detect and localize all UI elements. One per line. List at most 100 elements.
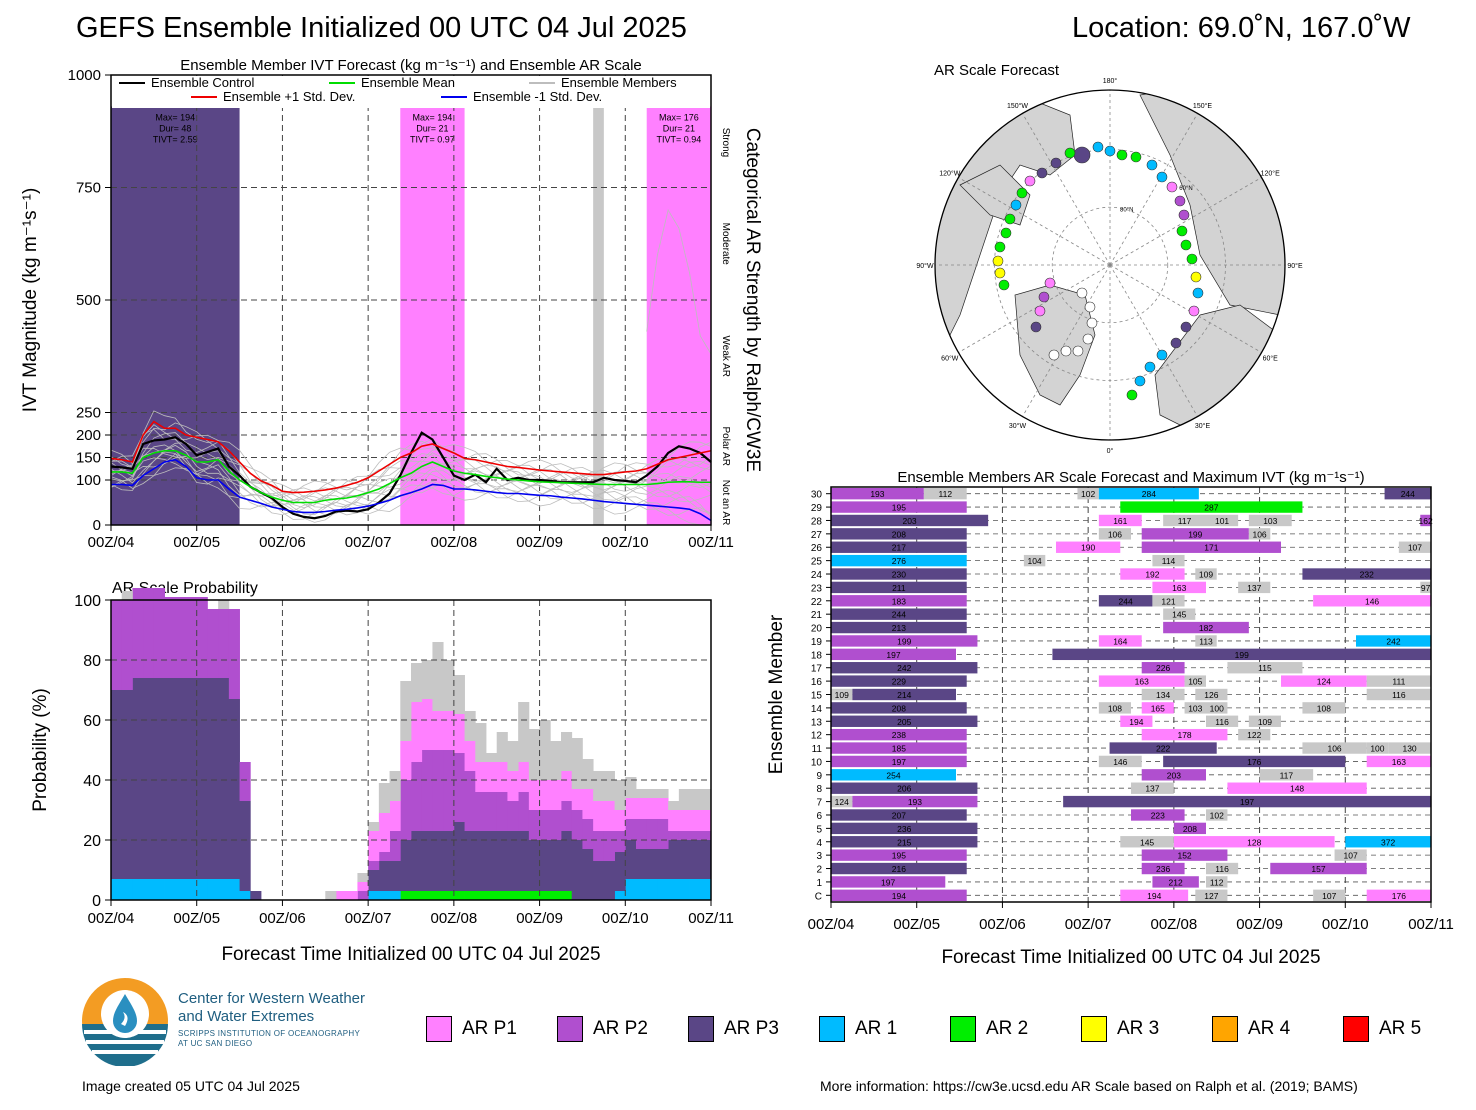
map-title: AR Scale Forecast	[934, 62, 1060, 79]
map-lon-label: 60°E	[1263, 355, 1279, 363]
heatmap-cell	[1238, 581, 1271, 594]
map-land-group	[935, 90, 1285, 440]
prob-bar	[400, 681, 412, 741]
heatmap-cell-label: 229	[892, 677, 906, 687]
heatmap-cell	[852, 795, 978, 808]
heatmap-cell-label: 185	[892, 744, 906, 754]
heatmap-cell-label: 102	[1210, 810, 1224, 820]
heatmap-cell	[1098, 528, 1131, 540]
heatmap-cell-label: 165	[1151, 703, 1165, 713]
prob-bar	[143, 588, 155, 678]
heatmap-cell-label: 100	[1370, 744, 1384, 754]
prob-bar	[400, 840, 412, 891]
heatmap-row-label: 29	[811, 503, 823, 514]
heatmap-cell	[1120, 715, 1153, 727]
prob-bar	[443, 750, 455, 831]
prob-bar	[657, 849, 669, 879]
heatmap-cell-label: 203	[1167, 770, 1181, 780]
map-ar-marker	[1180, 321, 1192, 333]
heatmap-cell-label: 121	[1161, 596, 1175, 606]
legend-label: AR 3	[1117, 1018, 1160, 1039]
prob-bar	[496, 891, 508, 900]
heatmap-cell-label: 128	[1247, 837, 1261, 847]
prob-bar	[700, 840, 712, 879]
prob-bar	[432, 831, 444, 891]
prob-bar	[550, 810, 562, 840]
prob-bar	[689, 840, 701, 879]
ar-event-label: TIVT= 0.94	[656, 135, 701, 145]
legend-label: AR P1	[462, 1018, 517, 1039]
prob-bar	[539, 840, 551, 891]
heatmap-cell	[1206, 862, 1239, 875]
prob-bar	[443, 711, 455, 750]
ensemble-member-line	[110, 453, 712, 520]
heatmap-xtick-label: 00Z/04	[808, 916, 855, 933]
heatmap-cell-label: 164	[1113, 636, 1127, 646]
map-ar-marker	[1030, 321, 1042, 333]
heatmap-cell	[1366, 675, 1431, 687]
prob-bar	[336, 891, 348, 900]
prob-bar	[657, 879, 669, 900]
map-lon-label: 180°	[1103, 77, 1118, 85]
heatmap-cell	[831, 809, 967, 821]
prob-bar	[389, 861, 401, 891]
heatmap-cell-label: 163	[1135, 677, 1149, 687]
prob-bar	[528, 780, 540, 810]
heatmap-cell-label: 236	[1156, 864, 1170, 874]
heatmap-cell-label: 183	[892, 596, 906, 606]
prob-bar	[678, 810, 690, 831]
heatmap-row-label: 16	[811, 677, 823, 688]
prob-bar	[561, 831, 573, 891]
ensemble-member-line	[110, 410, 712, 498]
heatmap-row-label: 15	[811, 691, 823, 702]
prob-bar	[153, 879, 165, 900]
heatmap-cell-label: 190	[1081, 543, 1095, 553]
prob-bar	[636, 879, 648, 900]
prob-bar	[186, 597, 198, 678]
heatmap-cell	[1056, 541, 1121, 553]
prob-bar	[218, 600, 230, 609]
prob-bar	[432, 891, 444, 900]
prob-bar	[346, 891, 358, 900]
heatmap-cell	[1098, 514, 1142, 527]
map-lon-label: 120°E	[1261, 170, 1280, 178]
heatmap-cell-label: 223	[1151, 810, 1165, 820]
heatmap-cell-label: 104	[1027, 556, 1041, 566]
heatmap-cell-label: 199	[897, 636, 911, 646]
heatmap-cell-label: 176	[1247, 757, 1261, 767]
heatmap-cell-label: 197	[881, 877, 895, 887]
heatmap-cell	[1141, 769, 1206, 781]
heatmap-cell-label: 208	[1183, 824, 1197, 834]
prob-bar	[378, 861, 390, 891]
heatmap-cell-label: 226	[1156, 663, 1170, 673]
heatmap-cell-label: 230	[892, 570, 906, 580]
heatmap-cell-label: 207	[892, 810, 906, 820]
heatmap-cell-label: 254	[886, 770, 900, 780]
prob-bar	[400, 780, 412, 840]
heatmap-cell-label: 127	[1204, 891, 1218, 901]
prob-bar	[432, 711, 444, 750]
prob-bar	[528, 840, 540, 891]
heatmap-cell	[1206, 702, 1228, 714]
prob-bar	[646, 798, 658, 819]
ivt-xtick-label: 00Z/05	[173, 534, 220, 551]
heatmap-cell-label: 163	[1392, 757, 1406, 767]
map-ar-marker	[1092, 141, 1104, 153]
map-lon-label: 90°W	[916, 262, 934, 270]
prob-bar	[593, 831, 605, 861]
prob-bar	[378, 852, 390, 861]
heatmap-cell-label: 216	[892, 864, 906, 874]
heatmap-cell	[1152, 554, 1185, 567]
legend-item: AR P3	[688, 1014, 779, 1044]
heatmap-cell-label: 232	[1360, 570, 1374, 580]
map-ar-marker	[998, 279, 1010, 291]
ivt-category-label: Polar AR	[720, 427, 731, 466]
prob-bar	[196, 879, 208, 900]
heatmap-cell	[831, 581, 967, 594]
heatmap-cell-label: 236	[897, 824, 911, 834]
heatmap-cell	[1023, 554, 1046, 567]
heatmap-cell-label: 212	[1169, 877, 1183, 887]
map-lon-label: 120°W	[939, 170, 960, 178]
prob-bar	[700, 879, 712, 900]
prob-bar	[646, 819, 658, 849]
